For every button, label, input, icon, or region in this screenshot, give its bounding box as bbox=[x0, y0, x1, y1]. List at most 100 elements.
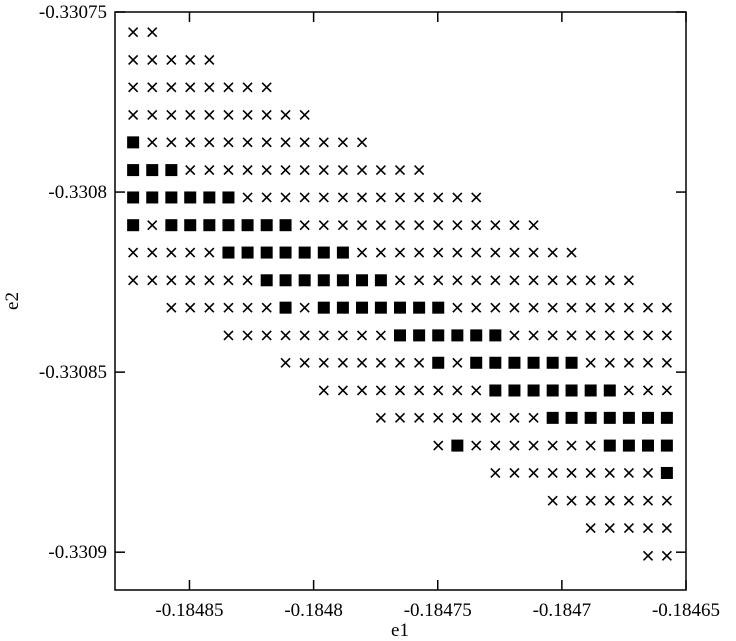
cross-point bbox=[242, 330, 253, 341]
cross-point bbox=[585, 357, 596, 368]
cross-point bbox=[261, 82, 272, 93]
cross-point bbox=[642, 357, 654, 368]
cross-point bbox=[604, 522, 615, 534]
square-point bbox=[184, 191, 197, 204]
square-point bbox=[317, 246, 330, 259]
square-point bbox=[451, 439, 464, 452]
cross-point bbox=[623, 467, 634, 479]
cross-point bbox=[128, 247, 139, 258]
square-point bbox=[622, 439, 635, 452]
cross-point bbox=[375, 412, 386, 423]
cross-point bbox=[128, 109, 139, 121]
square-point bbox=[298, 246, 311, 259]
cross-point bbox=[147, 54, 158, 65]
cross-point bbox=[642, 495, 654, 506]
cross-point bbox=[471, 412, 482, 423]
square-point bbox=[565, 356, 578, 369]
cross-point bbox=[414, 247, 425, 258]
cross-point bbox=[452, 220, 463, 231]
cross-point bbox=[509, 440, 520, 451]
cross-point bbox=[223, 137, 234, 148]
cross-point bbox=[452, 385, 463, 396]
square-point bbox=[527, 356, 540, 369]
cross-point bbox=[356, 357, 368, 368]
cross-point bbox=[414, 412, 425, 423]
square-point bbox=[413, 329, 426, 342]
cross-point bbox=[623, 330, 634, 341]
cross-point bbox=[566, 247, 577, 258]
square-point bbox=[374, 301, 387, 314]
square-point bbox=[489, 329, 502, 342]
cross-point bbox=[147, 27, 158, 38]
square-point bbox=[336, 246, 349, 259]
square-point bbox=[508, 384, 521, 397]
cross-point bbox=[490, 302, 501, 313]
cross-point bbox=[166, 302, 177, 313]
cross-point bbox=[661, 385, 672, 396]
cross-point bbox=[356, 192, 368, 203]
cross-point bbox=[147, 109, 158, 121]
cross-point bbox=[604, 357, 615, 368]
cross-point bbox=[242, 275, 253, 286]
cross-point bbox=[585, 495, 596, 506]
cross-point bbox=[528, 247, 539, 258]
cross-point bbox=[223, 330, 234, 341]
cross-point bbox=[642, 550, 654, 561]
cross-point bbox=[414, 385, 425, 396]
cross-point bbox=[471, 192, 482, 203]
square-point bbox=[470, 329, 483, 342]
cross-point bbox=[433, 192, 444, 203]
cross-point bbox=[318, 357, 329, 368]
cross-point bbox=[147, 275, 158, 286]
cross-point bbox=[394, 165, 406, 176]
square-point bbox=[260, 246, 273, 259]
cross-point bbox=[433, 385, 444, 396]
cross-point bbox=[318, 165, 329, 176]
cross-point bbox=[585, 302, 596, 313]
square-point bbox=[394, 301, 407, 314]
cross-point bbox=[509, 330, 520, 341]
cross-point bbox=[166, 137, 177, 148]
cross-point bbox=[509, 467, 520, 479]
cross-point bbox=[566, 495, 577, 506]
cross-point bbox=[166, 82, 177, 93]
cross-point bbox=[337, 137, 348, 148]
square-point bbox=[336, 301, 349, 314]
cross-point bbox=[261, 165, 272, 176]
square-point bbox=[356, 301, 369, 314]
square-point bbox=[203, 219, 216, 232]
cross-point bbox=[242, 109, 253, 121]
cross-point bbox=[204, 54, 215, 65]
cross-point bbox=[490, 440, 501, 451]
cross-point bbox=[356, 385, 368, 396]
cross-point bbox=[204, 247, 215, 258]
x-tick-label: -0.1848 bbox=[284, 600, 343, 621]
square-point bbox=[127, 164, 140, 177]
cross-point bbox=[299, 330, 310, 341]
square-point bbox=[165, 219, 178, 232]
cross-point bbox=[356, 220, 368, 231]
cross-point bbox=[547, 330, 558, 341]
cross-point bbox=[623, 302, 634, 313]
cross-point bbox=[547, 440, 558, 451]
cross-point bbox=[204, 137, 215, 148]
square-point bbox=[184, 219, 197, 232]
cross-point bbox=[642, 302, 654, 313]
cross-point bbox=[318, 192, 329, 203]
cross-point bbox=[223, 109, 234, 121]
cross-point bbox=[337, 192, 348, 203]
square-point bbox=[622, 411, 635, 424]
x-axis-label: e1 bbox=[391, 620, 409, 641]
square-point bbox=[374, 274, 387, 287]
cross-point bbox=[528, 440, 539, 451]
square-point bbox=[432, 329, 445, 342]
square-point bbox=[642, 439, 655, 452]
square-point bbox=[565, 384, 578, 397]
cross-point bbox=[623, 275, 634, 286]
cross-point bbox=[490, 412, 501, 423]
cross-point bbox=[356, 137, 368, 148]
cross-point bbox=[471, 302, 482, 313]
cross-point bbox=[280, 192, 291, 203]
cross-point bbox=[394, 192, 406, 203]
cross-point bbox=[261, 137, 272, 148]
